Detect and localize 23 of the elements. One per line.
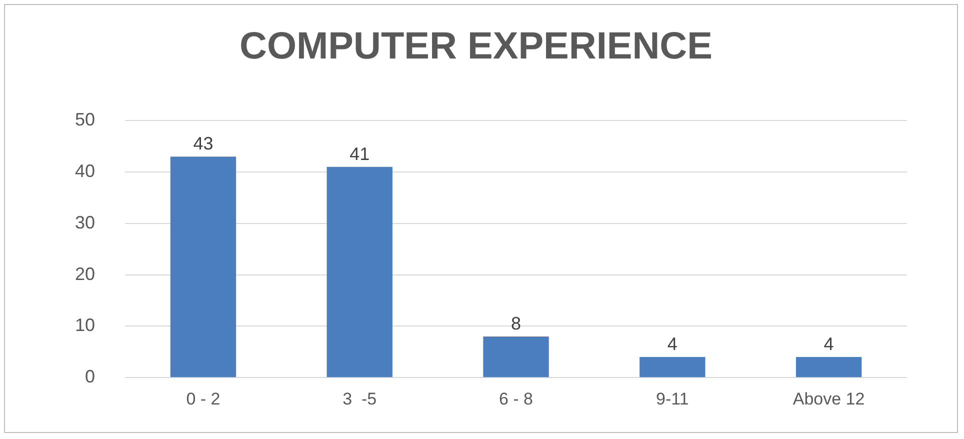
y-tick-label: 40 <box>74 160 96 181</box>
x-tick-label: 3 -5 <box>342 389 377 408</box>
bar <box>170 156 236 378</box>
x-tick-label: Above 12 <box>792 389 865 408</box>
bar <box>326 166 392 378</box>
chart-title: COMPUTER EXPERIENCE <box>240 25 712 68</box>
bar <box>796 357 862 378</box>
y-tick-label: 10 <box>74 315 96 336</box>
y-tick-label: 20 <box>74 264 96 284</box>
y-tick-label: 0 <box>85 366 96 387</box>
data-label: 43 <box>193 134 214 154</box>
data-label: 4 <box>667 334 678 354</box>
bar <box>640 357 706 378</box>
data-label: 4 <box>824 334 834 354</box>
x-tick-label: 6 - 8 <box>498 389 534 408</box>
x-tick-label: 0 - 2 <box>186 389 220 408</box>
x-tick-label: 9-11 <box>656 389 689 408</box>
bar <box>483 336 549 378</box>
data-label: 41 <box>350 144 370 164</box>
data-label: 8 <box>511 313 522 334</box>
chart-frame: COMPUTER EXPERIENCE 0 - 2 3 -5 6 - 8 9-11 Above 12 0 10 20 30 40 50 43 41 8 4 4 <box>4 4 958 433</box>
y-tick-label: 30 <box>74 212 96 232</box>
y-tick-label: 50 <box>74 110 96 130</box>
